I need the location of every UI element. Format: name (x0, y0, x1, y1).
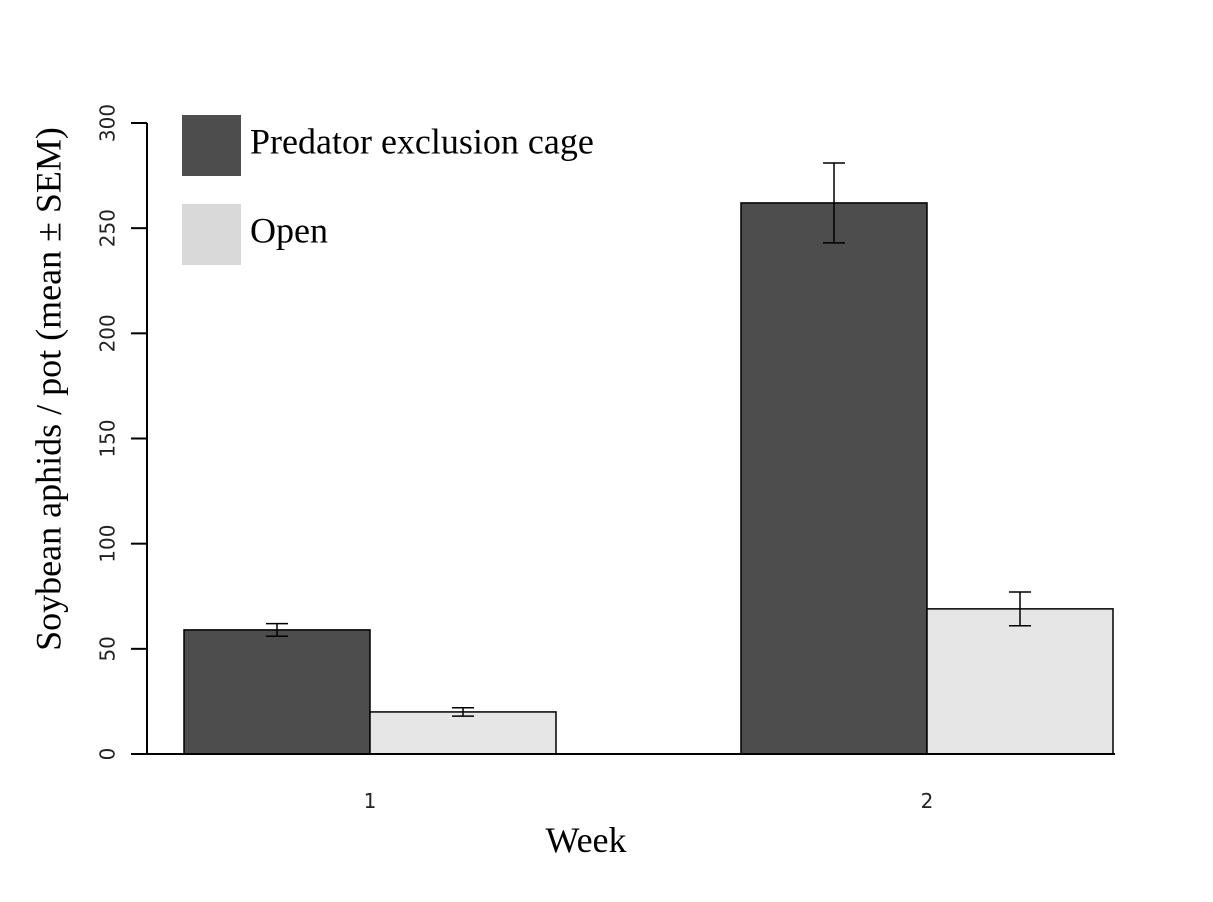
bars (183, 202, 1114, 755)
y-tick-label: 200 (96, 314, 120, 352)
y-tick-label: 300 (96, 104, 120, 142)
error-bar (823, 162, 845, 244)
y-axis-title: Soybean aphids / pot (mean ± SEM) (28, 127, 68, 651)
x-tick-label: 2 (921, 789, 934, 813)
legend-label-open: Open (250, 210, 328, 250)
y-tick-label: 150 (96, 419, 120, 457)
legend-label-cage: Predator exclusion cage (250, 121, 594, 161)
legend-swatch-cage (182, 115, 241, 176)
y-tick-label: 100 (96, 525, 120, 563)
y-tick-label: 50 (96, 636, 120, 661)
error-bar (1009, 591, 1031, 627)
bar-open-week-2 (926, 608, 1114, 755)
y-tick-label: 0 (96, 748, 120, 761)
x-tick-label: 1 (364, 789, 377, 813)
bar-open-week-1 (369, 711, 557, 755)
x-axis-title: Week (545, 820, 626, 860)
error-bar (452, 706, 474, 717)
legend-swatch-open (182, 204, 241, 265)
y-axis: 0 50 100 150 200 250 300 (96, 104, 148, 760)
error-bar (266, 622, 288, 637)
y-tick-label: 250 (96, 209, 120, 247)
bar-cage-week-1 (183, 629, 371, 755)
bar-cage-week-2 (740, 202, 928, 755)
legend: Predator exclusion cage Open (182, 115, 594, 265)
error-bars (266, 162, 1031, 717)
